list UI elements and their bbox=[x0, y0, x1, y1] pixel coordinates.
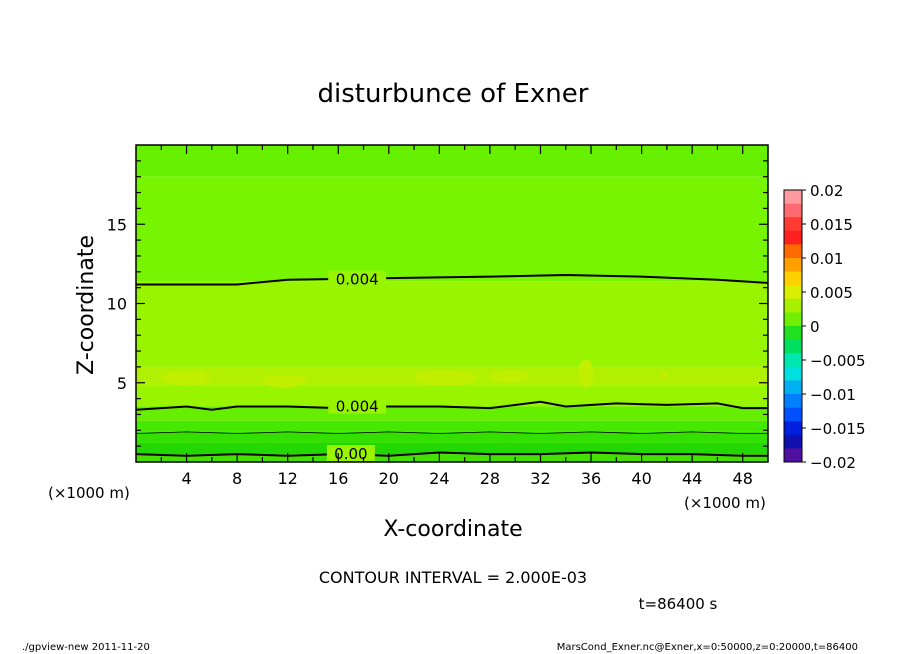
chart-title: disturbunce of Exner bbox=[318, 79, 589, 109]
x-tick-label: 8 bbox=[232, 469, 242, 488]
colorbar: 0.02 0.015 0.01 0.005 0 −0.005 −0.01 −0.015 −0.0… bbox=[783, 182, 866, 472]
colorbar-segment bbox=[784, 190, 802, 204]
x-tick-label: 32 bbox=[530, 469, 550, 488]
contour-line bbox=[136, 451, 768, 457]
contour-line bbox=[136, 431, 768, 434]
x-tick-label: 24 bbox=[429, 469, 449, 488]
fill-blob bbox=[161, 370, 212, 386]
fill-band bbox=[136, 406, 768, 421]
x-tick-label: 36 bbox=[581, 469, 601, 488]
colorbar-segment bbox=[784, 312, 802, 327]
colorbar-segment bbox=[784, 366, 802, 381]
x-axis-label: X-coordinate bbox=[383, 517, 522, 542]
colorbar-segment bbox=[784, 353, 802, 368]
contour-label: 0.004 bbox=[336, 398, 379, 416]
colorbar-segment bbox=[784, 217, 802, 232]
fill-blob bbox=[262, 374, 307, 388]
contour-label-bg bbox=[328, 397, 387, 414]
x-unit-right: (×1000 m) bbox=[684, 494, 766, 512]
contour-label-bg bbox=[328, 270, 387, 287]
plot-area: 0.004 0.004 0.00 bbox=[136, 145, 768, 463]
x-tick-label: 48 bbox=[733, 469, 753, 488]
x-tick-label: 20 bbox=[379, 469, 399, 488]
fill-band bbox=[136, 420, 768, 432]
colorbar-label: −0.005 bbox=[810, 352, 866, 370]
colorbar-segment bbox=[784, 380, 802, 395]
colorbar-label: 0 bbox=[810, 318, 820, 336]
x-tick-label: 28 bbox=[480, 469, 500, 488]
x-tick-label: 44 bbox=[682, 469, 702, 488]
colorbar-segment bbox=[784, 271, 802, 286]
fill-band bbox=[136, 176, 768, 282]
fill-band bbox=[136, 454, 768, 462]
fill-band bbox=[136, 431, 768, 443]
colorbar-segment bbox=[784, 203, 802, 218]
contour-line bbox=[136, 273, 768, 286]
fill-band bbox=[136, 281, 768, 367]
fill-band bbox=[136, 385, 768, 407]
fill-blob bbox=[489, 370, 528, 383]
colorbar-label: −0.01 bbox=[810, 386, 856, 404]
colorbar-segment bbox=[784, 394, 802, 408]
fill-blob bbox=[660, 370, 669, 379]
footer-left: ./gpview-new 2011-11-20 bbox=[22, 642, 150, 653]
fill-blob bbox=[578, 358, 594, 388]
colorbar-segment bbox=[784, 298, 802, 313]
x-unit-left: (×1000 m) bbox=[48, 484, 130, 502]
contour-label-bg bbox=[326, 445, 375, 462]
x-tick-label: 12 bbox=[278, 469, 298, 488]
colorbar-label: 0.02 bbox=[810, 182, 843, 200]
colorbar-segment bbox=[784, 434, 802, 449]
contour-label: 0.00 bbox=[334, 445, 367, 463]
y-axis-label: Z-coordinate bbox=[74, 235, 99, 375]
colorbar-segment bbox=[784, 407, 802, 422]
x-tick-label: 4 bbox=[181, 469, 191, 488]
y-tick-label: 10 bbox=[107, 295, 127, 314]
contour-label: 0.004 bbox=[336, 271, 379, 289]
colorbar-label: −0.02 bbox=[810, 454, 856, 472]
x-tick-label: 40 bbox=[631, 469, 651, 488]
colorbar-segment bbox=[784, 230, 802, 245]
fill-band bbox=[136, 145, 768, 177]
colorbar-label: −0.015 bbox=[810, 420, 866, 438]
contour-line bbox=[136, 400, 768, 411]
colorbar-segment bbox=[784, 421, 802, 436]
colorbar-segment bbox=[784, 448, 802, 463]
fill-band bbox=[136, 442, 768, 455]
footer-right: MarsCond_Exner.nc@Exner,x=0:50000,z=0:20… bbox=[557, 642, 858, 653]
colorbar-segment bbox=[784, 339, 802, 354]
y-tick-label: 15 bbox=[107, 215, 127, 234]
fill-blob bbox=[414, 370, 478, 386]
y-tick-label: 5 bbox=[117, 374, 127, 393]
colorbar-label: 0.015 bbox=[810, 216, 853, 234]
time-text: t=86400 s bbox=[639, 595, 718, 613]
colorbar-segment bbox=[784, 244, 802, 259]
x-tick-label: 16 bbox=[328, 469, 348, 488]
colorbar-label: 0.01 bbox=[810, 250, 843, 268]
colorbar-segment bbox=[784, 258, 802, 272]
colorbar-segment bbox=[784, 285, 802, 300]
contour-interval-text: CONTOUR INTERVAL = 2.000E-03 bbox=[319, 568, 587, 587]
colorbar-segment bbox=[784, 326, 802, 340]
colorbar-label: 0.005 bbox=[810, 284, 853, 302]
